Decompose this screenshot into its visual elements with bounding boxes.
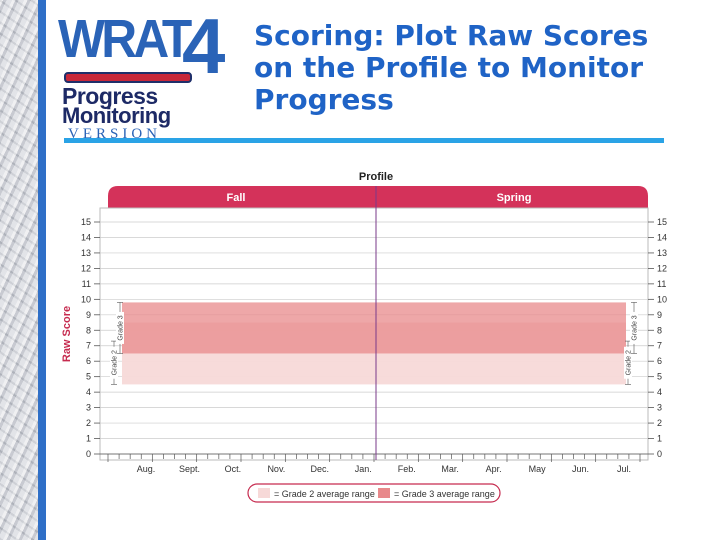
y-tick-label: 10 — [81, 294, 91, 304]
y-tick-label: 12 — [81, 263, 91, 273]
grade3-range-band — [122, 302, 626, 354]
y-tick-label: 4 — [657, 387, 662, 397]
month-label: Jun. — [572, 464, 589, 474]
spring-label: Spring — [497, 192, 532, 204]
grade2-right-bracket-label-bg — [624, 346, 632, 379]
y-tick-label: 8 — [86, 325, 91, 335]
month-label: Jan. — [355, 464, 372, 474]
y-tick-label: 12 — [657, 263, 667, 273]
y-tick-label: 1 — [86, 434, 91, 444]
grade3-right-bracket-label-bg — [630, 311, 638, 344]
y-tick-label: 11 — [82, 279, 91, 289]
grade3-right-bracket-label: Grade 3 — [632, 315, 639, 340]
month-label: Dec. — [311, 464, 330, 474]
month-label: Sept. — [179, 464, 200, 474]
y-tick-label: 10 — [657, 294, 667, 304]
month-label: Feb. — [398, 464, 416, 474]
y-tick-label: 6 — [86, 356, 91, 366]
month-label: Nov. — [267, 464, 285, 474]
y-axis-label: Raw Score — [61, 306, 73, 362]
month-label: Mar. — [441, 464, 459, 474]
logo-progress-text: Progress — [62, 83, 158, 109]
month-label: Apr. — [486, 464, 502, 474]
fall-label: Fall — [227, 192, 246, 204]
y-tick-label: 7 — [657, 341, 662, 351]
title-divider — [64, 138, 664, 143]
y-tick-label: 9 — [86, 310, 91, 320]
y-tick-label: 5 — [86, 372, 91, 382]
spring-header — [376, 186, 648, 208]
grade-range-brackets: Grade 2 Grade 3 Grade 2 Grade 3 — [110, 302, 639, 385]
legend-grade3-swatch — [378, 488, 390, 498]
y-tick-label: 7 — [86, 341, 91, 351]
y-tick-label: 5 — [657, 372, 662, 382]
profile-chart: Profile Fall Spring 01234567891011121314… — [61, 171, 667, 503]
y-tick-label: 2 — [86, 418, 91, 428]
legend-grade3-label: = Grade 3 average range — [394, 489, 495, 499]
y-tick-label: 0 — [657, 449, 662, 459]
month-label: Jul. — [617, 464, 631, 474]
y-tick-label: 0 — [86, 449, 91, 459]
y-tick-label: 15 — [81, 217, 91, 227]
legend-grade2-swatch — [258, 488, 270, 498]
side-border-edge — [38, 0, 46, 540]
logo-monitoring-text: Monitoring — [62, 103, 171, 128]
grade2-left-bracket-label-bg — [110, 346, 118, 379]
y-tick-label: 13 — [81, 248, 91, 258]
y-tick-label: 14 — [657, 232, 667, 242]
month-label: May — [529, 464, 547, 474]
slide-title: Scoring: Plot Raw Scores on the Profile … — [254, 19, 649, 116]
logo-progress-bar — [64, 72, 192, 83]
month-label: Oct. — [225, 464, 242, 474]
y-tick-label: 4 — [86, 387, 91, 397]
y-tick-label: 8 — [657, 325, 662, 335]
month-label: Aug. — [137, 464, 156, 474]
logo-wrat-text: WRAT — [58, 9, 192, 69]
y-tick-label: 9 — [657, 310, 662, 320]
y-tick-label: 3 — [657, 403, 662, 413]
y-tick-label: 3 — [86, 403, 91, 413]
grade3-left-bracket-label: Grade 3 — [118, 315, 125, 340]
y-tick-label: 15 — [657, 217, 667, 227]
y-tick-label: 6 — [657, 356, 662, 366]
grade3-left-bracket-label-bg — [116, 311, 124, 344]
y-tick-label: 13 — [657, 248, 667, 258]
x-axis-months: Aug. Sept. Oct. Nov. Dec. Jan. Feb. Mar. Apr. May… — [100, 453, 648, 474]
fall-header — [108, 186, 376, 208]
y-tick-label: 1 — [657, 434, 662, 444]
wrat4-logo: WRAT 4 Progress Monitoring VERSION — [58, 6, 228, 142]
y-tick-label: 14 — [81, 232, 91, 242]
legend: = Grade 2 average range = Grade 3 averag… — [247, 483, 501, 503]
legend-frame — [247, 483, 501, 503]
y-tick-label: 11 — [657, 279, 666, 289]
y-tick-label: 2 — [657, 418, 662, 428]
profile-title: Profile — [359, 171, 393, 183]
legend-grade2-label: = Grade 2 average range — [274, 489, 375, 499]
grade2-right-bracket-label: Grade 2 — [626, 350, 633, 375]
grade2-left-bracket-label: Grade 2 — [112, 350, 119, 375]
